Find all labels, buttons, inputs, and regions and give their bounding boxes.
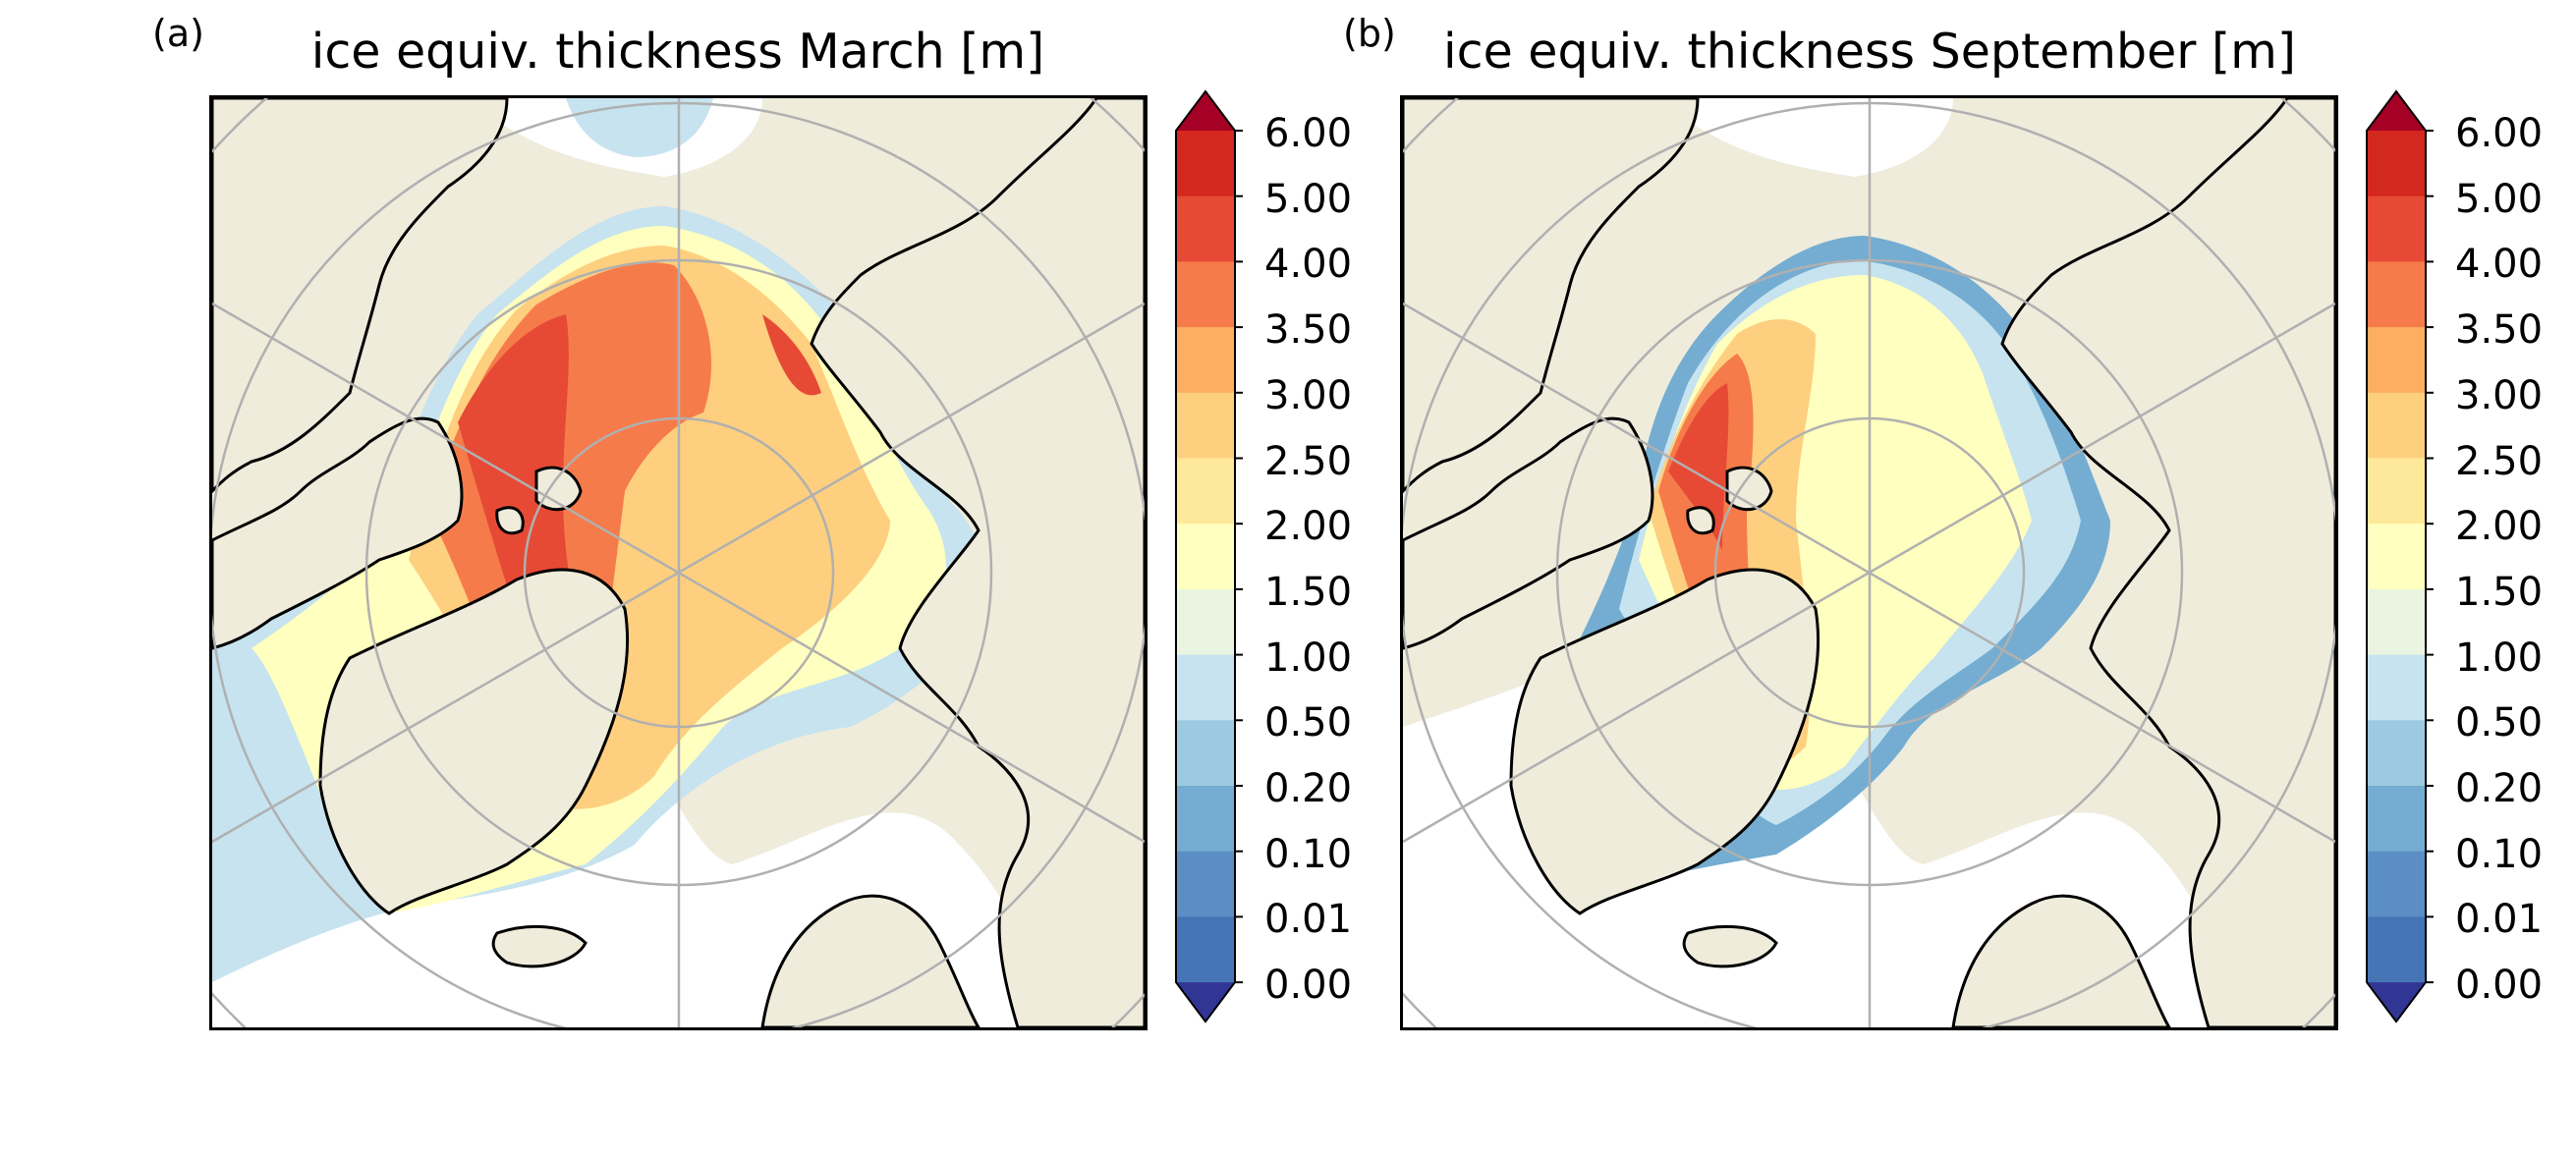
colorbar-extend-under [1176, 982, 1235, 1022]
sea-ice-thin [566, 98, 713, 157]
land-iceland [1682, 924, 1778, 968]
sea-ice-thickest [762, 314, 821, 396]
colorbar-bin [1176, 654, 1235, 721]
colorbar-extend-under [2367, 982, 2426, 1022]
colorbar-tick-label: 0.00 [1264, 963, 1353, 1009]
panel-b-colorbar [2366, 89, 2434, 1034]
land-iceland [491, 924, 588, 968]
land-scandinavia [1951, 894, 2171, 1027]
colorbar-bin [1176, 195, 1235, 262]
land-islands [495, 506, 525, 535]
panel-b-label: (b) [1343, 12, 1396, 55]
panel-b-title: ice equiv. thickness September [m] [1443, 24, 2296, 80]
sea-ice-thickest [1668, 383, 1729, 550]
ocean-area [1658, 98, 1953, 177]
land-canadian-archipelago [1403, 416, 1654, 650]
land-islands [534, 466, 583, 512]
colorbar-tick-label: 0.01 [2455, 897, 2544, 943]
colorbar-tick-label: 3.00 [1264, 372, 1353, 418]
colorbar-bin [1176, 131, 1235, 197]
land-islands [1686, 506, 1715, 535]
colorbar-bin [1176, 327, 1235, 394]
colorbar-tick-label: 6.00 [1264, 111, 1353, 156]
colorbar-tick-label: 0.10 [1264, 831, 1353, 877]
panel-a-map-svg [212, 98, 1145, 1027]
colorbar-tick-label: 0.20 [1264, 766, 1353, 811]
panel-a-title: ice equiv. thickness March [m] [310, 24, 1045, 80]
colorbar-svg [1175, 89, 1243, 1023]
colorbar-tick-label: 4.00 [1264, 242, 1353, 288]
colorbar-bin [1176, 261, 1235, 328]
land-greenland [1509, 568, 1820, 915]
panel-b-map-svg [1403, 98, 2335, 1027]
land-greenland [318, 568, 630, 915]
land-scandinavia [760, 894, 980, 1027]
colorbar-tick-label: 0.50 [2455, 700, 2544, 746]
colorbar-tick-label: 0.01 [1264, 897, 1353, 943]
colorbar-tick-label: 2.00 [1264, 504, 1353, 550]
colorbar-bin [2367, 131, 2426, 197]
colorbar-bin [1176, 524, 1235, 590]
colorbar-bin [2367, 195, 2426, 262]
graticule [212, 98, 1145, 1027]
colorbar-bin [2367, 392, 2426, 459]
colorbar-bin [2367, 588, 2426, 656]
colorbar-extend-over [1176, 91, 1235, 131]
colorbar-tick-label: 3.50 [2455, 307, 2544, 354]
colorbar-tick-label: 1.00 [1264, 635, 1353, 681]
colorbar-tick-label: 2.50 [1264, 438, 1353, 484]
land-canadian-archipelago [212, 416, 464, 650]
colorbar-bin [2367, 786, 2426, 853]
colorbar-tick-label: 1.00 [2455, 635, 2544, 681]
colorbar-tick-label: 0.10 [2455, 831, 2544, 877]
colorbar-bin [2367, 720, 2426, 787]
colorbar-bin [1176, 786, 1235, 853]
colorbar-bin [2367, 851, 2426, 917]
colorbar-tick-label: 5.00 [2455, 176, 2544, 222]
colorbar-bin [2367, 654, 2426, 721]
colorbar-bin [1176, 392, 1235, 459]
colorbar-bin [1176, 851, 1235, 917]
colorbar-bin [1176, 916, 1235, 983]
panel-a-label: (a) [152, 12, 204, 55]
colorbar-extend-over [2367, 91, 2426, 131]
colorbar-svg [2366, 89, 2434, 1023]
colorbar-bin [2367, 261, 2426, 328]
colorbar-tick-label: 2.50 [2455, 438, 2544, 484]
colorbar-bin [1176, 458, 1235, 525]
colorbar-bin [2367, 458, 2426, 525]
colorbar-bin [2367, 916, 2426, 983]
panel-a-colorbar [1175, 89, 1243, 1034]
colorbar-tick-label: 6.00 [2455, 111, 2544, 156]
colorbar-bin [1176, 720, 1235, 787]
colorbar-tick-label: 0.20 [2455, 766, 2544, 811]
colorbar-tick-label: 3.00 [2455, 372, 2544, 418]
colorbar-tick-label: 4.00 [2455, 242, 2544, 288]
colorbar-tick-label: 0.50 [1264, 700, 1353, 746]
colorbar-tick-label: 2.00 [2455, 504, 2544, 550]
colorbar-tick-label: 0.00 [2455, 963, 2544, 1009]
land-north-america [212, 98, 509, 494]
panel-a-map [209, 95, 1148, 1030]
graticule [1403, 98, 2335, 1027]
colorbar-bin [2367, 327, 2426, 394]
colorbar-tick-label: 1.50 [1264, 569, 1353, 615]
colorbar-bin [2367, 524, 2426, 590]
colorbar-tick-label: 1.50 [2455, 569, 2544, 615]
colorbar-tick-label: 3.50 [1264, 307, 1353, 354]
colorbar-tick-label: 5.00 [1264, 176, 1353, 222]
land-north-america [1403, 98, 1700, 494]
colorbar-bin [1176, 588, 1235, 656]
land-islands [1725, 466, 1773, 512]
panel-b-map [1400, 95, 2338, 1030]
